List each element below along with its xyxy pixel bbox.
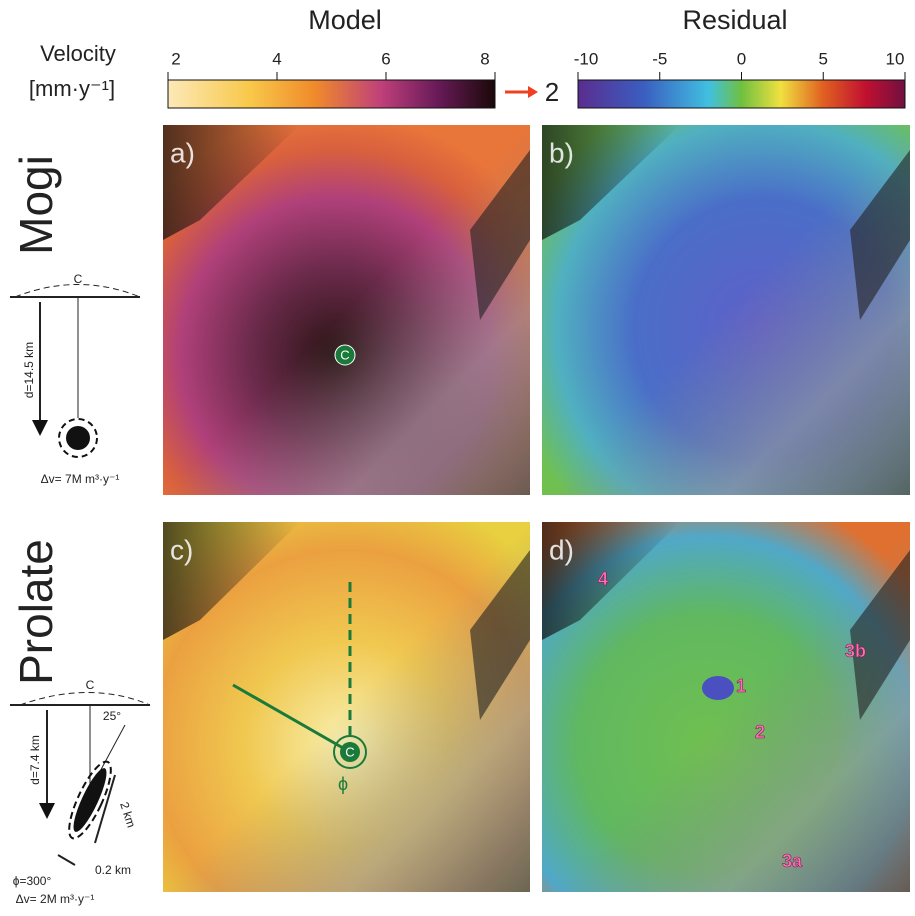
depth-label: d=14.5 km (22, 342, 36, 398)
annotation: 3b (845, 641, 866, 661)
panel-d: d) 1 2 3a 3b 4 (542, 522, 910, 892)
panel-label: a) (170, 137, 195, 168)
colorbar-tick-label: 6 (381, 49, 390, 68)
width-label: 0.2 km (95, 863, 131, 877)
length-label: 2 km (117, 800, 138, 829)
volume-label: Δv= 7M m³·y⁻¹ (41, 472, 120, 486)
panel-label: b) (549, 137, 574, 168)
colorbar-tick-label: -10 (574, 49, 599, 68)
angle-label: ϕ (338, 774, 348, 794)
annotation: 4 (598, 569, 608, 589)
center-label: C (86, 678, 95, 692)
center-marker: C (345, 744, 354, 759)
depth-label: d=7.4 km (28, 735, 42, 785)
unit-label: [mm·y⁻¹] (29, 76, 115, 101)
model-colorbar (168, 80, 495, 108)
panel-label: c) (170, 534, 193, 565)
annotation: 1 (736, 676, 746, 696)
colorbar-ticks: 2 4 6 8 -10 -5 0 5 10 (168, 49, 905, 80)
arrow-scale-label: 2 (545, 77, 559, 107)
dip-label: 25° (103, 709, 121, 723)
scale-arrow-head (528, 86, 538, 98)
azimuth-label: ϕ=300° (13, 874, 52, 888)
panel-a: a) C (163, 125, 530, 495)
residual-colorbar (578, 80, 905, 108)
velocity-label: Velocity (40, 41, 116, 66)
annotation: 2 (755, 722, 765, 742)
colorbar-tick-label: 5 (819, 49, 828, 68)
colorbar-tick-label: 2 (171, 49, 180, 68)
colorbar-tick-label: 10 (886, 49, 905, 68)
panel-label: d) (549, 534, 574, 565)
colorbar-tick-label: 8 (480, 49, 489, 68)
volume-label: Δv= 2M m³·y⁻¹ (16, 892, 95, 906)
panel-c: c) C ϕ (163, 522, 530, 892)
row-title: Prolate (10, 539, 62, 685)
row-title: Mogi (10, 155, 62, 255)
figure: Model Residual Velocity [mm·y⁻¹] 2 2 4 6 8 -… (0, 0, 915, 911)
annotation: 3a (782, 851, 803, 871)
residual-title: Residual (682, 5, 787, 35)
colorbar-tick-label: -5 (652, 49, 667, 68)
center-label: C (74, 272, 83, 286)
colorbar-tick-label: 0 (737, 49, 746, 68)
panel-b: b) (542, 125, 910, 495)
center-marker: C (340, 347, 349, 362)
model-title: Model (308, 5, 382, 35)
colorbar-tick-label: 4 (272, 49, 281, 68)
